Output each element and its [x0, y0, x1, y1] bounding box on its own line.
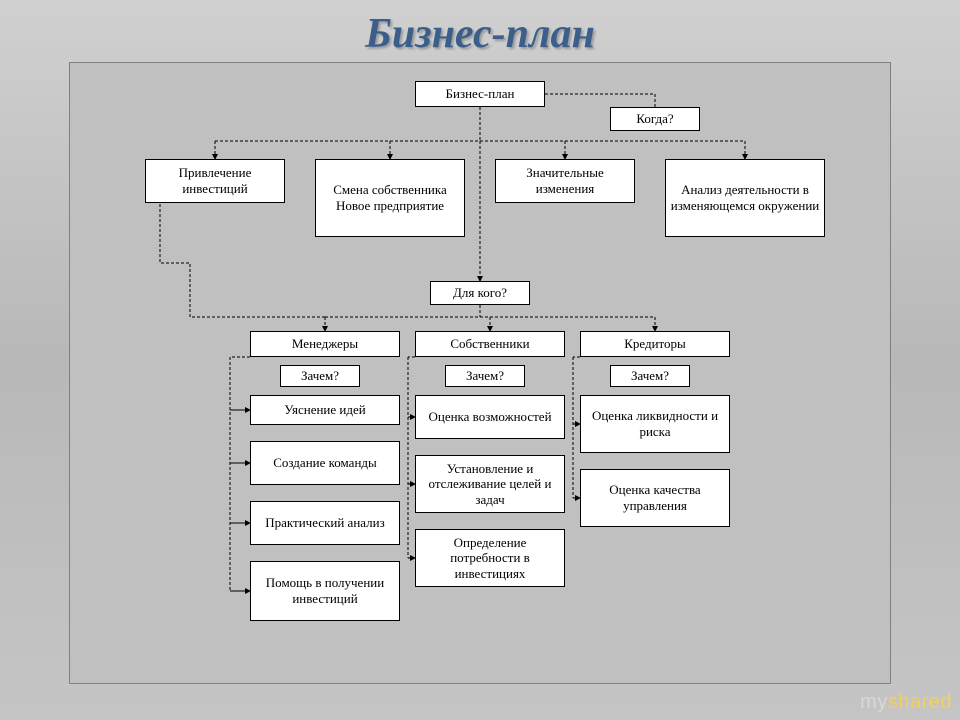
- connector-who_left: [160, 203, 325, 317]
- node-o2: Установление и отслеживание целей и зада…: [415, 455, 565, 513]
- node-o1: Оценка возможностей: [415, 395, 565, 439]
- node-when: Когда?: [610, 107, 700, 131]
- watermark: myshared: [860, 691, 952, 714]
- node-why2: Зачем?: [445, 365, 525, 387]
- node-analysis: Анализ деятельности в изменяющемся окруж…: [665, 159, 825, 237]
- node-owner: Смена собственника Новое предприятие: [315, 159, 465, 237]
- node-why3: Зачем?: [610, 365, 690, 387]
- connector-when_up: [545, 94, 655, 107]
- node-m1: Уяснение идей: [250, 395, 400, 425]
- node-o3: Определение потребности в инвестициях: [415, 529, 565, 587]
- node-m2: Создание команды: [250, 441, 400, 485]
- node-owners: Собственники: [415, 331, 565, 357]
- node-c2: Оценка качества управления: [580, 469, 730, 527]
- node-m4: Помощь в получении инвестиций: [250, 561, 400, 621]
- node-c1: Оценка ликвидности и риска: [580, 395, 730, 453]
- node-forwhom: Для кого?: [430, 281, 530, 305]
- node-managers: Менеджеры: [250, 331, 400, 357]
- page-title: Бизнес-план: [0, 0, 960, 62]
- node-why1: Зачем?: [280, 365, 360, 387]
- node-m3: Практический анализ: [250, 501, 400, 545]
- diagram-panel: Бизнес-план Когда? Привлечение инвестиций С…: [69, 62, 891, 684]
- node-inv: Привлечение инвестиций: [145, 159, 285, 203]
- watermark-my: my: [860, 691, 888, 713]
- node-root: Бизнес-план: [415, 81, 545, 107]
- node-creditors: Кредиторы: [580, 331, 730, 357]
- watermark-shared: shared: [888, 691, 952, 713]
- node-changes: Значительные изменения: [495, 159, 635, 203]
